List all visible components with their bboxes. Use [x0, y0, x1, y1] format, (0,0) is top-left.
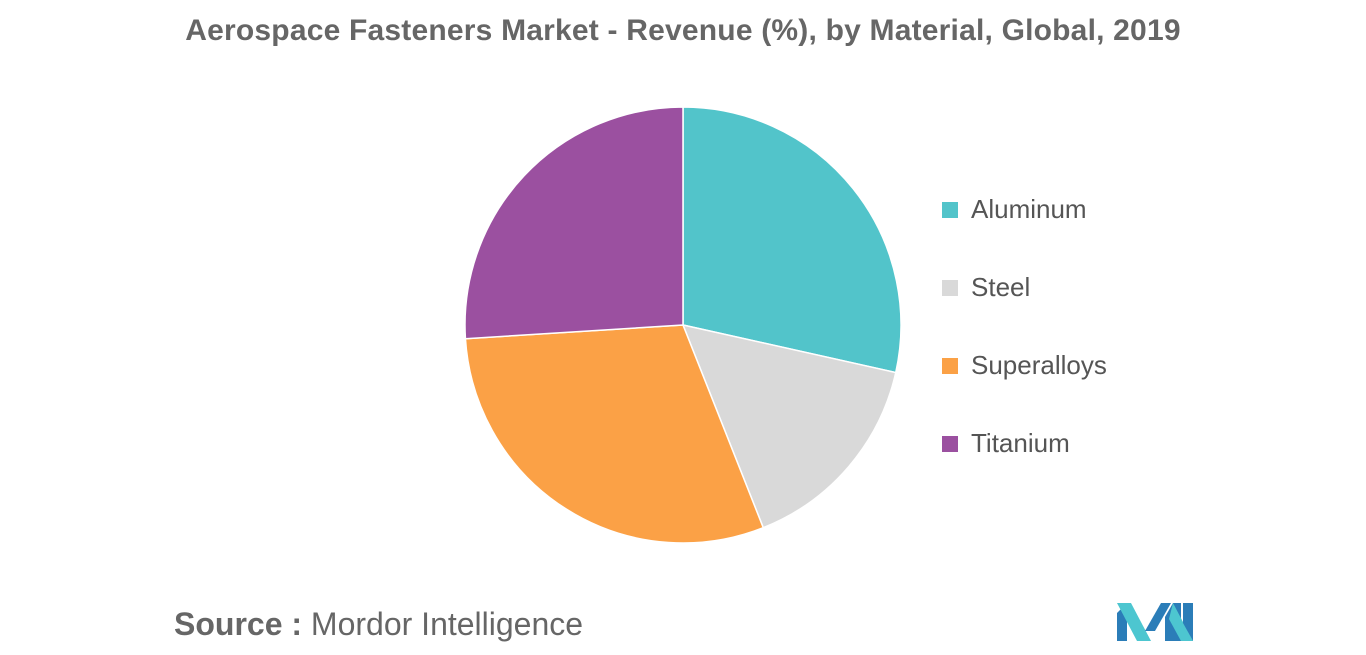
legend-swatch [942, 280, 958, 296]
legend-label: Superalloys [971, 350, 1107, 380]
chart-title: Aerospace Fasteners Market - Revenue (%)… [185, 14, 1181, 47]
legend-label: Steel [971, 272, 1031, 302]
pie-slice-titanium [464, 106, 684, 340]
legend-item-steel: Steel [942, 268, 1202, 346]
source-label: Source : [174, 606, 303, 642]
legend-item-titanium: Titanium [942, 424, 1202, 502]
source-line: Source : Mordor Intelligence [174, 606, 583, 643]
source-text: Mordor Intelligence [310, 606, 584, 642]
legend-swatch [942, 202, 958, 218]
legend-swatch [942, 358, 958, 374]
pie-slice-aluminum [682, 106, 902, 374]
legend-item-aluminum: Aluminum [942, 190, 1202, 268]
pie-slices [464, 106, 902, 544]
pie-slice-steel [681, 323, 897, 529]
legend-label: Titanium [971, 428, 1070, 458]
pie-slice-superalloys [464, 324, 765, 544]
legend-label: Aluminum [971, 194, 1087, 224]
legend-item-superalloys: Superalloys [942, 346, 1202, 424]
chart-legend: Aluminum Steel Superalloys Titanium [942, 190, 1202, 502]
mordor-intelligence-logo-icon [1117, 603, 1193, 641]
legend-swatch [942, 436, 958, 452]
